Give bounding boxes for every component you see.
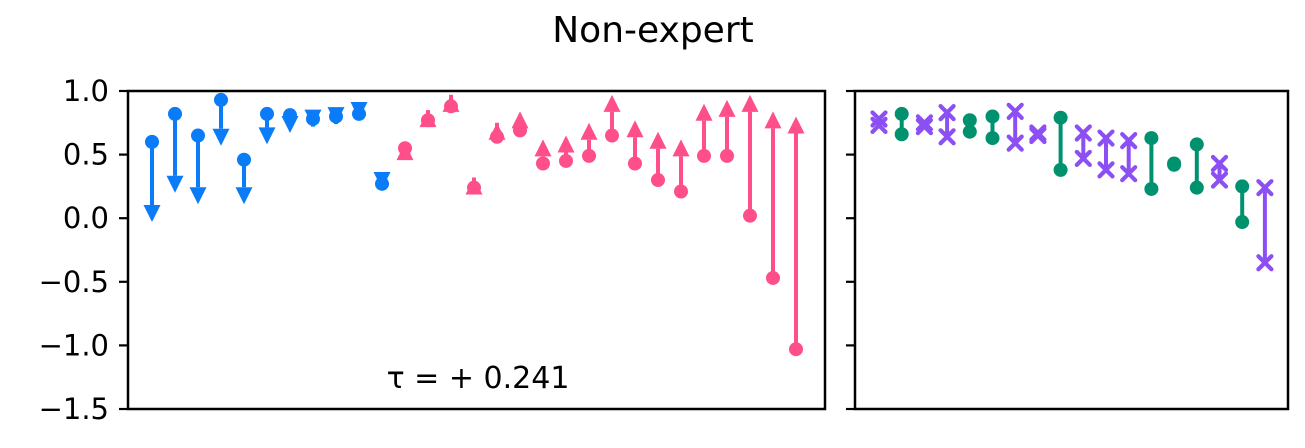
circle-marker	[962, 113, 977, 128]
chart-title: Non-expert	[552, 10, 754, 51]
cross-marker	[1074, 149, 1092, 168]
start-point	[536, 156, 550, 171]
arrowhead	[258, 127, 276, 145]
circle-marker	[985, 131, 1000, 146]
arrowhead	[695, 103, 713, 121]
arrowhead	[488, 122, 506, 140]
cross-marker	[1256, 179, 1274, 197]
cross-marker	[1097, 129, 1115, 147]
cross-marker	[1006, 102, 1024, 120]
arrowhead	[649, 131, 667, 149]
start-point	[214, 92, 228, 107]
circle-marker	[1189, 137, 1204, 152]
circle-marker	[1053, 110, 1068, 125]
arrowhead	[189, 187, 207, 205]
cross-marker	[1097, 161, 1115, 179]
arrowhead	[626, 120, 644, 138]
arrowhead	[534, 139, 552, 157]
left-axes-frame	[126, 89, 827, 411]
arrowhead	[419, 110, 437, 128]
arrowhead	[580, 122, 598, 140]
y-tick-label: 0.0	[63, 201, 109, 235]
arrowhead	[672, 139, 690, 157]
arrowhead	[511, 111, 529, 129]
right-panel	[846, 89, 1290, 411]
cross-marker	[938, 104, 956, 122]
cross-marker	[915, 118, 933, 136]
y-tick-label: −1.0	[39, 328, 109, 362]
circle-marker	[985, 109, 1000, 124]
start-point	[605, 128, 619, 143]
cross-marker	[1029, 126, 1047, 145]
circle-marker	[1189, 180, 1204, 195]
y-tick-label: 1.0	[63, 74, 109, 108]
circle-marker	[1053, 162, 1068, 177]
cross-marker	[1074, 124, 1092, 142]
circle-marker	[1235, 215, 1250, 230]
cross-marker	[870, 116, 888, 134]
start-point	[559, 153, 573, 168]
y-tick-label: −1.5	[39, 392, 109, 426]
start-point	[582, 148, 596, 163]
start-point	[720, 148, 734, 163]
start-point	[766, 270, 780, 285]
arrowhead	[235, 187, 253, 205]
start-point	[168, 106, 182, 121]
start-point	[697, 148, 711, 163]
start-point	[651, 173, 665, 188]
cross-marker	[1120, 132, 1138, 150]
start-point	[237, 152, 251, 167]
right-axes-frame	[853, 89, 1290, 411]
y-tick-label: 0.5	[63, 138, 109, 172]
y-tick-label: −0.5	[39, 265, 109, 299]
circle-marker	[894, 127, 909, 142]
cross-marker	[1120, 165, 1138, 183]
arrowhead	[327, 107, 345, 125]
arrowhead	[396, 143, 414, 161]
left-panel: 1.0 0.5 0.0 −0.5 −1.0 −1.5 τ = + 0.241	[39, 74, 827, 426]
arrowhead	[212, 128, 230, 146]
cross-marker	[915, 114, 933, 132]
right-plot-area	[870, 102, 1274, 272]
start-point	[628, 156, 642, 171]
arrowhead	[304, 109, 322, 127]
circle-marker	[1167, 157, 1182, 172]
start-point	[260, 106, 274, 121]
start-point	[191, 128, 205, 143]
left-y-axis: 1.0 0.5 0.0 −0.5 −1.0 −1.5	[39, 74, 128, 426]
arrowhead	[442, 94, 460, 112]
arrowhead	[143, 205, 161, 223]
cross-marker	[1210, 171, 1229, 189]
cross-marker	[1006, 134, 1024, 152]
arrowhead	[373, 171, 391, 189]
arrowhead	[718, 99, 736, 117]
arrowhead	[166, 175, 184, 193]
arrowhead	[603, 94, 621, 112]
arrowhead	[787, 116, 805, 134]
arrowhead	[465, 177, 483, 195]
circle-marker	[1235, 179, 1250, 194]
circle-marker	[894, 106, 909, 121]
arrowhead	[764, 111, 782, 129]
start-point	[743, 208, 757, 223]
cross-marker	[938, 128, 956, 146]
circle-marker	[1144, 131, 1159, 146]
circle-marker	[1144, 181, 1159, 196]
start-point	[145, 134, 159, 149]
cross-marker	[1256, 254, 1274, 272]
start-point	[789, 342, 803, 357]
arrowhead	[557, 135, 575, 153]
arrowhead	[350, 101, 368, 119]
circle-marker	[962, 124, 977, 139]
arrowhead	[281, 115, 299, 133]
arrowhead	[741, 94, 759, 112]
right-y-axis	[846, 89, 855, 411]
cross-marker	[1210, 154, 1229, 173]
left-plot-area	[143, 92, 805, 357]
tau-annotation: τ = + 0.241	[387, 361, 570, 396]
start-point	[674, 184, 688, 199]
